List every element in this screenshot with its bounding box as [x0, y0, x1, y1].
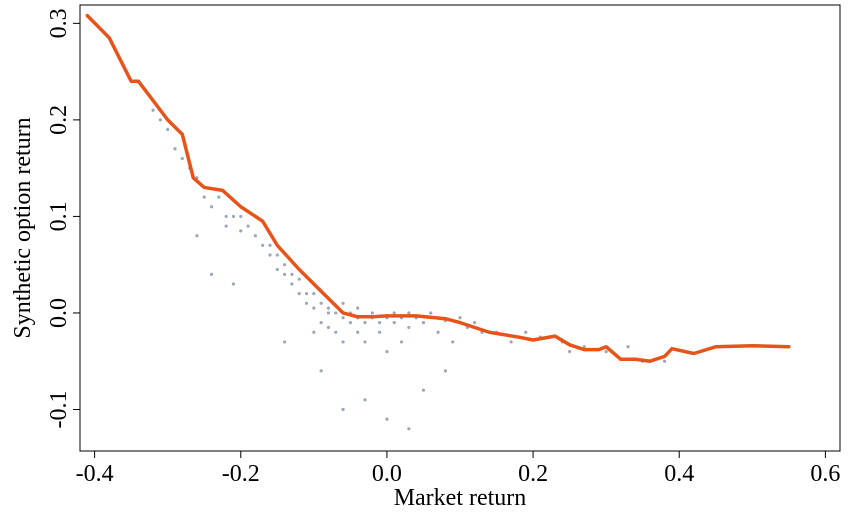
scatter-point [209, 272, 214, 276]
scatter-point [195, 234, 199, 238]
scatter-point [231, 282, 236, 286]
scatter-point [290, 282, 294, 286]
y-tick-label: 0.3 [46, 8, 72, 38]
scatter-point [341, 407, 345, 412]
scatter-point [509, 340, 513, 344]
scatter-point [326, 325, 331, 330]
scatter-point [399, 340, 404, 344]
scatter-point [392, 311, 396, 315]
scatter-point [341, 301, 345, 305]
scatter-point [319, 369, 323, 373]
scatter-point [166, 127, 170, 132]
scatter-point [392, 321, 396, 325]
scatter-point [363, 340, 367, 344]
x-tick-label: -0.2 [222, 461, 260, 487]
scatter-point [451, 340, 455, 344]
scatter-point [202, 195, 206, 199]
scatter-point [626, 345, 630, 349]
scatter-point [473, 321, 477, 325]
scatter-point [378, 330, 382, 334]
scatter-point [283, 340, 287, 344]
scatter-point [385, 417, 389, 421]
x-tick-label: -0.4 [76, 461, 114, 487]
scatter-point [604, 349, 608, 354]
scatter-point [356, 306, 360, 310]
scatter-point [421, 321, 426, 325]
x-tick-label: 0.4 [664, 461, 694, 487]
scatter-point [151, 108, 155, 112]
scatter-point [568, 349, 572, 354]
scatter-point [253, 234, 257, 238]
scatter-point [217, 195, 221, 199]
scatter-point [173, 147, 177, 151]
scatter-point [407, 311, 411, 315]
x-tick-label: 0.0 [372, 461, 402, 487]
scatter-point [326, 311, 331, 315]
scatter-point [283, 263, 287, 267]
x-axis-label: Market return [394, 485, 527, 511]
scatter-point [304, 301, 309, 305]
scatter-point [261, 243, 265, 247]
y-axis-label: Synthetic option return [10, 117, 36, 338]
scatter-point [290, 272, 294, 276]
scatter-point [524, 330, 528, 334]
y-tick-label: 0.0 [46, 298, 72, 328]
scatter-point [334, 330, 338, 334]
scatter-point [356, 330, 360, 334]
scatter-point [239, 229, 243, 233]
scatter-point [312, 330, 316, 334]
scatter-point [312, 306, 316, 310]
y-tick-label: 0.2 [46, 105, 72, 135]
scatter-point [275, 253, 279, 257]
scatter-point [443, 369, 447, 373]
scatter-point [209, 205, 214, 209]
scatter-point [363, 321, 367, 325]
x-tick-label: 0.2 [518, 461, 548, 487]
scatter-point [348, 321, 352, 325]
scatter-point [231, 214, 236, 219]
scatter-point [385, 349, 389, 354]
y-tick-label: 0.1 [46, 201, 72, 231]
scatter-point [239, 214, 243, 219]
scatter-point [458, 316, 462, 320]
scatter-point [341, 340, 345, 344]
scatter-point [319, 301, 323, 305]
fit-line [85, 13, 791, 363]
scatter-point [319, 321, 323, 325]
scatter-point [180, 156, 184, 161]
scatter-point [224, 214, 228, 219]
scatter-point [429, 311, 433, 315]
scatter-point [363, 398, 367, 402]
scatter-point [224, 224, 228, 228]
scatter-point [407, 325, 411, 330]
scatter-point [297, 277, 301, 281]
scatter-point [436, 330, 440, 334]
scatter-point [370, 311, 374, 315]
scatter-point [378, 321, 382, 325]
scatter-point [341, 316, 345, 320]
scatter-point [268, 243, 272, 247]
scatter-point [246, 224, 250, 228]
scatter-point [297, 292, 301, 296]
scatter-point [283, 272, 287, 276]
scatter-point [334, 311, 338, 315]
scatter-point [421, 388, 426, 392]
scatter-point [304, 292, 309, 296]
scatter-point [407, 427, 411, 431]
scatter-point [158, 118, 162, 122]
y-tick-label: -0.1 [46, 390, 72, 428]
scatter-point [268, 253, 272, 257]
plot-frame [79, 4, 841, 452]
scatter-point [326, 306, 331, 310]
scatter-point [275, 267, 279, 272]
scatter-point [312, 292, 316, 296]
x-tick-label: 0.6 [810, 461, 840, 487]
scatter-point [663, 359, 667, 363]
